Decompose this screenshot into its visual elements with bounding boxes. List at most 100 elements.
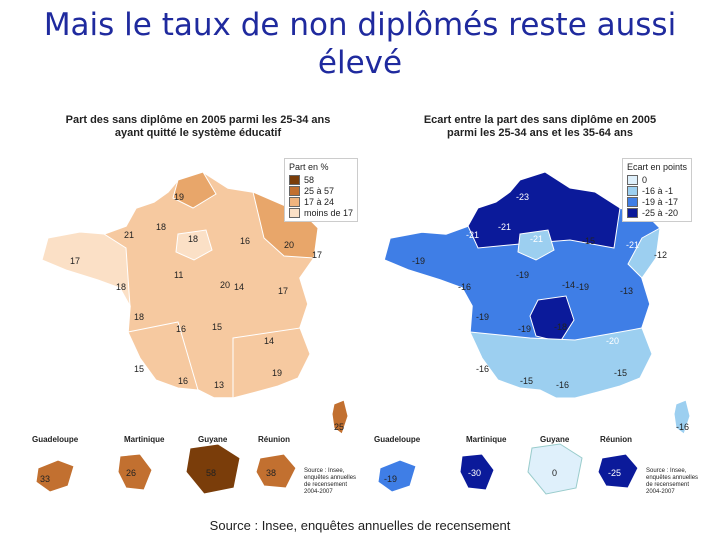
legend-swatch xyxy=(627,174,638,185)
overseas-name-guadeloupe: Guadeloupe xyxy=(374,435,421,444)
right-legend: Ecart en points 0 -16 à -1 -19 à -17 -25 à … xyxy=(622,158,693,222)
region-value: -19 xyxy=(516,270,529,280)
legend-label: -25 à -20 xyxy=(642,207,679,218)
region-value: 16 xyxy=(176,324,186,334)
region-value: -19 xyxy=(476,312,489,322)
region-value: -21 xyxy=(626,240,639,250)
region-value: 18 xyxy=(116,282,126,292)
overseas-name-martinique: Martinique xyxy=(466,435,507,444)
right-legend-rows: 0 -16 à -1 -19 à -17 -25 à -20 xyxy=(627,174,687,218)
left-map-title: Part des sans diplôme en 2005 parmi les … xyxy=(28,114,368,140)
region-value: -21 xyxy=(498,222,511,232)
left-source-line1: Source : Insee, xyxy=(304,468,345,474)
region-ile-de-france xyxy=(175,229,213,261)
region-value: 18 xyxy=(134,312,144,322)
region-value: -19 xyxy=(518,324,531,334)
slide-title-line1: Mais le taux de non diplômés reste aussi xyxy=(43,7,677,43)
overseas-martinique xyxy=(459,453,495,491)
right-source-line4: 2004-2007 xyxy=(646,489,675,495)
overseas-name-reunion: Réunion xyxy=(258,435,290,444)
left-source-line2: enquêtes annuelles xyxy=(304,475,357,481)
legend-label: 17 à 24 xyxy=(304,196,335,207)
region-value: 15 xyxy=(134,364,144,374)
overseas-value-guyane: 58 xyxy=(206,468,216,478)
legend-entry: 25 à 57 xyxy=(289,185,353,196)
legend-swatch xyxy=(627,207,638,218)
overseas-guadeloupe xyxy=(35,459,75,493)
right-source-note: Source : Insee, enquêtes annuelles de re… xyxy=(646,468,698,496)
left-map-title-line1: Part des sans diplôme en 2005 parmi les … xyxy=(65,114,331,126)
legend-label: 0 xyxy=(642,174,648,185)
legend-label: -19 à -17 xyxy=(642,196,679,207)
region-value: -15 xyxy=(614,368,627,378)
region-west xyxy=(41,231,131,307)
overseas-value-martinique: 26 xyxy=(126,468,136,478)
overseas-name-reunion: Réunion xyxy=(600,435,632,444)
overseas-value-guadeloupe: 33 xyxy=(40,474,50,484)
region-value: -19 xyxy=(412,256,425,266)
region-value: -13 xyxy=(620,286,633,296)
slide-title-line2: élevé xyxy=(317,45,403,81)
region-value: 16 xyxy=(178,376,188,386)
slide-title: Mais le taux de non diplômés reste aussi… xyxy=(0,6,720,82)
legend-entry: -16 à -1 xyxy=(627,185,687,196)
right-france-map: -16 -23 -21 -21 -21 -15 -21 -19 -19 -12 -16 -19 -13… xyxy=(374,171,691,495)
legend-swatch xyxy=(289,207,300,218)
right-legend-title: Ecart en points xyxy=(627,162,688,172)
corsica-value: -16 xyxy=(676,422,689,432)
left-source-line4: 2004-2007 xyxy=(304,489,333,495)
left-legend: Part en % 58 25 à 57 17 à 24 moins de 17 xyxy=(284,158,359,222)
region-value: 19 xyxy=(174,192,184,202)
right-source-line1: Source : Insee, xyxy=(646,468,687,474)
left-map-panel: Part des sans diplôme en 2005 parmi les … xyxy=(28,108,368,508)
region-value: 15 xyxy=(212,322,222,332)
region-south-east xyxy=(232,327,311,399)
region-value: 18 xyxy=(156,222,166,232)
overseas-name-guyane: Guyane xyxy=(540,435,570,444)
region-value: -15 xyxy=(582,236,595,246)
region-value: -21 xyxy=(466,230,479,240)
region-value: 14 xyxy=(234,282,244,292)
region-value: -16 xyxy=(476,364,489,374)
corsica-value: 25 xyxy=(334,422,344,432)
region-value: 18 xyxy=(188,234,198,244)
region-value: -23 xyxy=(516,192,529,202)
region-franche-comte xyxy=(627,227,661,279)
region-value: -18 xyxy=(554,322,567,332)
legend-label: 25 à 57 xyxy=(304,185,335,196)
region-south xyxy=(469,327,653,399)
region-value: -14 xyxy=(562,280,575,290)
overseas-guyane xyxy=(185,443,241,495)
overseas-value-reunion: -25 xyxy=(608,468,621,478)
overseas-value-guadeloupe: -19 xyxy=(384,474,397,484)
left-source-note: Source : Insee, enquêtes annuelles de re… xyxy=(304,468,356,496)
legend-label: -16 à -1 xyxy=(642,185,674,196)
legend-entry: 0 xyxy=(627,174,687,185)
overseas-name-martinique: Martinique xyxy=(124,435,165,444)
overseas-martinique xyxy=(117,453,153,491)
region-value: 17 xyxy=(312,250,322,260)
slide-footer-source: Source : Insee, enquêtes annuelles de re… xyxy=(209,518,511,533)
overseas-value-guyane: 0 xyxy=(552,468,557,478)
left-legend-rows: 58 25 à 57 17 à 24 moins de 17 xyxy=(289,174,353,218)
region-value: 17 xyxy=(70,256,80,266)
legend-swatch xyxy=(289,196,300,207)
overseas-guyane xyxy=(527,443,583,495)
region-value: 20 xyxy=(220,280,230,290)
legend-swatch xyxy=(289,185,300,196)
right-map-title-line1: Ecart entre la part des sans diplôme en … xyxy=(423,114,657,126)
region-value: -16 xyxy=(458,282,471,292)
legend-entry: -19 à -17 xyxy=(627,196,687,207)
overseas-value-martinique: -30 xyxy=(468,468,481,478)
legend-entry: -25 à -20 xyxy=(627,207,687,218)
legend-entry: moins de 17 xyxy=(289,207,353,218)
left-source-line3: de recensement xyxy=(304,482,348,488)
right-map-title: Ecart entre la part des sans diplôme en … xyxy=(370,114,710,140)
right-region-labels: -23-21-21 -21 -15 -21-19-19-12-16 -19 -13-19-… xyxy=(412,192,667,390)
region-value: -21 xyxy=(530,234,543,244)
left-legend-title: Part en % xyxy=(289,162,329,172)
region-south-west xyxy=(127,321,199,391)
left-region-labels: 19 18 21 18 16 20 17 11 17 18 14 17 18 16 15 14 15 16 13 19… xyxy=(70,192,322,390)
legend-swatch xyxy=(289,174,300,185)
